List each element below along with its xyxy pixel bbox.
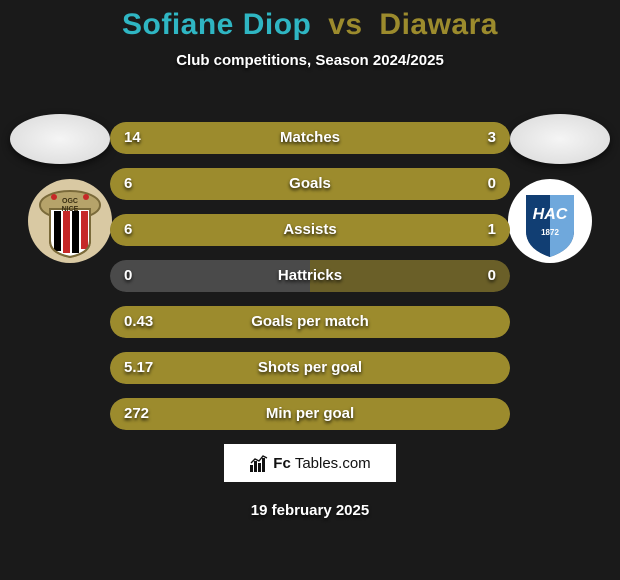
- stat-row: Goals per match0.43: [110, 306, 510, 338]
- stat-label: Matches: [110, 122, 510, 154]
- brand-badge: FcTables.com: [224, 444, 396, 482]
- stat-row: Goals6 0: [110, 168, 510, 200]
- svg-text:1872: 1872: [541, 228, 559, 237]
- stat-row: Assists6 1: [110, 214, 510, 246]
- stats-bars: Matches143Goals60Assists61Hattricks00Goa…: [110, 122, 510, 444]
- svg-text:HAC: HAC: [533, 206, 568, 223]
- stat-value-right: 1: [488, 214, 496, 246]
- stat-value-left: 5.17: [124, 352, 153, 384]
- player1-name: Sofiane Diop: [122, 8, 311, 41]
- stat-value-left: 6: [124, 214, 132, 246]
- date-label: 19 february 2025: [0, 502, 620, 519]
- stat-row: Matches14 3: [110, 122, 510, 154]
- stat-value-left: 14: [124, 122, 141, 154]
- stat-label: Assists: [110, 214, 510, 246]
- stat-value-left: 0: [124, 260, 132, 292]
- stat-value-right: 3: [488, 122, 496, 154]
- page-title: Sofiane Diop vs Diawara: [0, 0, 620, 42]
- stat-value-right: 0: [488, 168, 496, 200]
- stat-value-right: 0: [488, 260, 496, 292]
- brand-tables: Tables.com: [295, 455, 371, 472]
- stat-label: Min per goal: [110, 398, 510, 430]
- fctables-logo-icon: [249, 453, 269, 473]
- stat-row: Shots per goal5.17: [110, 352, 510, 384]
- player2-photo: [510, 114, 610, 164]
- stat-label: Goals: [110, 168, 510, 200]
- hac-crest-icon: HAC 1872: [508, 179, 592, 263]
- stat-label: Goals per match: [110, 306, 510, 338]
- stat-label: Hattricks: [110, 260, 510, 292]
- comparison-card: Sofiane Diop vs Diawara Club competition…: [0, 0, 620, 580]
- stat-row: Hattricks0 0: [110, 260, 510, 292]
- club-crest-right: HAC 1872: [508, 179, 592, 263]
- stat-label: Shots per goal: [110, 352, 510, 384]
- stat-value-left: 272: [124, 398, 149, 430]
- subtitle: Club competitions, Season 2024/2025: [0, 52, 620, 69]
- svg-text:NICE: NICE: [62, 206, 79, 213]
- vs-label: vs: [328, 8, 362, 41]
- brand-fc: Fc: [273, 455, 291, 472]
- player1-photo: [10, 114, 110, 164]
- player2-name: Diawara: [379, 8, 498, 41]
- svg-text:OGC: OGC: [62, 198, 78, 205]
- stat-value-left: 0.43: [124, 306, 153, 338]
- stat-value-left: 6: [124, 168, 132, 200]
- club-crest-left: OGC NICE: [28, 179, 112, 263]
- stat-row: Min per goal272: [110, 398, 510, 430]
- ogc-nice-crest-icon: OGC NICE: [28, 179, 112, 263]
